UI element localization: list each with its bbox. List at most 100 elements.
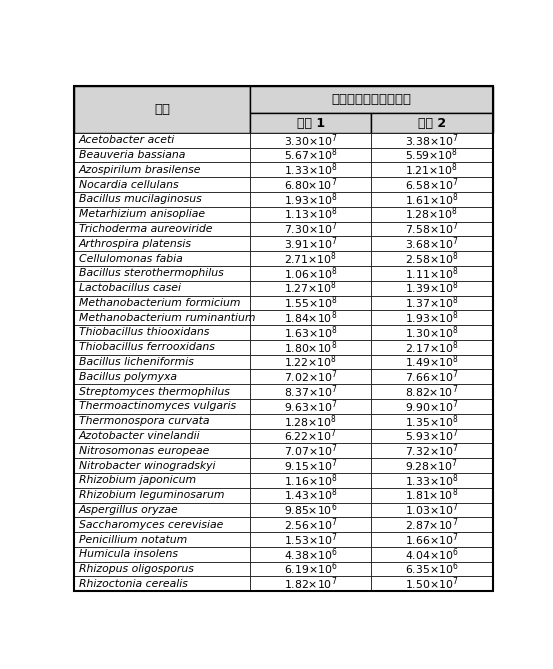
Text: $3.30 × 10^{7}$: $3.30 × 10^{7}$ xyxy=(284,132,337,149)
Text: $1.43 × 10^{8}$: $1.43 × 10^{8}$ xyxy=(284,487,337,504)
Text: Aspergillus oryzae: Aspergillus oryzae xyxy=(79,505,178,515)
Bar xyxy=(250,399,371,414)
Text: $1.93 × 10^{8}$: $1.93 × 10^{8}$ xyxy=(284,191,337,207)
Text: $1.93× 10^{8}$: $1.93× 10^{8}$ xyxy=(405,309,458,326)
Text: $1.22 × 10^{8}$: $1.22 × 10^{8}$ xyxy=(284,354,337,371)
Bar xyxy=(250,133,371,148)
Bar xyxy=(74,429,250,444)
Bar xyxy=(371,296,493,310)
Bar xyxy=(74,547,250,562)
Text: $6.19 × 10^{6}$: $6.19 × 10^{6}$ xyxy=(284,561,337,577)
Text: Bacillus mucilaginosus: Bacillus mucilaginosus xyxy=(79,195,201,204)
Bar xyxy=(371,221,493,236)
Bar xyxy=(371,562,493,577)
Bar xyxy=(74,236,250,251)
Bar xyxy=(74,296,250,310)
Bar xyxy=(74,444,250,458)
Text: Nitrosomonas europeae: Nitrosomonas europeae xyxy=(79,446,209,456)
Bar xyxy=(250,266,371,281)
Bar xyxy=(371,163,493,177)
Text: $1.80 × 10^{8}$: $1.80 × 10^{8}$ xyxy=(284,339,337,355)
Bar xyxy=(250,355,371,369)
Bar xyxy=(371,473,493,488)
Text: $1.35 × 10^{8}$: $1.35 × 10^{8}$ xyxy=(405,413,458,429)
Bar xyxy=(250,562,371,577)
Bar xyxy=(371,444,493,458)
Text: 批次 2: 批次 2 xyxy=(418,116,446,130)
Bar xyxy=(250,517,371,532)
Text: $1.06 × 10^{8}$: $1.06 × 10^{8}$ xyxy=(284,265,337,282)
Bar xyxy=(74,355,250,369)
Text: $6.80 × 10^{7}$: $6.80 × 10^{7}$ xyxy=(284,177,337,193)
Text: $9.28 × 10^{7}$: $9.28 × 10^{7}$ xyxy=(405,458,458,474)
Text: Trichoderma aureoviride: Trichoderma aureoviride xyxy=(79,224,212,234)
Bar xyxy=(250,488,371,502)
Bar xyxy=(250,113,371,133)
Bar xyxy=(250,414,371,429)
Bar xyxy=(371,532,493,547)
Text: Rhizobium japonicum: Rhizobium japonicum xyxy=(79,476,196,486)
Bar xyxy=(371,399,493,414)
Bar xyxy=(250,532,371,547)
Text: Rhizopus oligosporus: Rhizopus oligosporus xyxy=(79,564,194,574)
Text: Thiobacillus ferrooxidans: Thiobacillus ferrooxidans xyxy=(79,343,215,353)
Text: Streptomyces thermophilus: Streptomyces thermophilus xyxy=(79,387,229,397)
Bar xyxy=(371,458,493,473)
Text: Thermonospora curvata: Thermonospora curvata xyxy=(79,416,209,426)
Bar xyxy=(371,113,493,133)
Bar xyxy=(74,532,250,547)
Bar xyxy=(74,384,250,399)
Text: Cellulomonas fabia: Cellulomonas fabia xyxy=(79,254,182,264)
Text: $9.85 × 10^{6}$: $9.85 × 10^{6}$ xyxy=(284,502,337,518)
Bar xyxy=(371,310,493,325)
Text: Nocardia cellulans: Nocardia cellulans xyxy=(79,179,178,189)
Bar xyxy=(371,266,493,281)
Text: 菌种: 菌种 xyxy=(154,103,170,116)
Text: $1.82 × 10^{7}$: $1.82 × 10^{7}$ xyxy=(284,575,337,592)
Text: $7.30 × 10^{7}$: $7.30 × 10^{7}$ xyxy=(284,221,337,237)
Text: $7.32 × 10^{7}$: $7.32 × 10^{7}$ xyxy=(405,442,458,459)
Text: Beauveria bassiana: Beauveria bassiana xyxy=(79,150,185,160)
Bar xyxy=(74,488,250,502)
Text: $2.58 × 10^{8}$: $2.58 × 10^{8}$ xyxy=(405,250,458,267)
Text: $1.21 × 10^{8}$: $1.21 × 10^{8}$ xyxy=(405,161,458,178)
Text: Rhizobium leguminosarum: Rhizobium leguminosarum xyxy=(79,490,224,500)
Bar xyxy=(74,502,250,517)
Bar xyxy=(250,444,371,458)
Text: Saccharomyces cerevisiae: Saccharomyces cerevisiae xyxy=(79,520,223,530)
Text: Methanobacterium ruminantium: Methanobacterium ruminantium xyxy=(79,312,255,322)
Bar xyxy=(371,325,493,340)
Bar xyxy=(74,325,250,340)
Text: $7.66 × 10^{7}$: $7.66 × 10^{7}$ xyxy=(405,369,458,385)
Bar xyxy=(371,577,493,591)
Text: Rhizoctonia cerealis: Rhizoctonia cerealis xyxy=(79,579,187,589)
Text: Thiobacillus thiooxidans: Thiobacillus thiooxidans xyxy=(79,328,209,337)
Bar xyxy=(250,192,371,207)
Text: $1.28 × 10^{8}$: $1.28 × 10^{8}$ xyxy=(284,413,337,429)
Text: Nitrobacter winogradskyi: Nitrobacter winogradskyi xyxy=(79,460,215,470)
Bar xyxy=(250,310,371,325)
Text: $1.13 × 10^{8}$: $1.13 × 10^{8}$ xyxy=(284,206,337,223)
Bar xyxy=(250,148,371,163)
Bar xyxy=(371,207,493,221)
Bar xyxy=(250,221,371,236)
Bar xyxy=(371,414,493,429)
Text: $1.61 × 10^{8}$: $1.61 × 10^{8}$ xyxy=(405,191,458,207)
Text: Methanobacterium formicium: Methanobacterium formicium xyxy=(79,298,240,308)
Text: $4.38 × 10^{6}$: $4.38 × 10^{6}$ xyxy=(284,546,337,563)
Text: $6.35 × 10^{6}$: $6.35 × 10^{6}$ xyxy=(405,561,458,577)
Text: $6.58 × 10^{7}$: $6.58 × 10^{7}$ xyxy=(405,177,458,193)
Text: $1.63 × 10^{8}$: $1.63 × 10^{8}$ xyxy=(284,324,337,341)
Text: $7.58 × 10^{7}$: $7.58 × 10^{7}$ xyxy=(405,221,458,237)
Bar xyxy=(250,207,371,221)
Text: $2.56 × 10^{7}$: $2.56 × 10^{7}$ xyxy=(284,516,337,533)
Bar xyxy=(250,281,371,296)
Text: Acetobacter aceti: Acetobacter aceti xyxy=(79,135,175,145)
Text: $5.67 × 10^{8}$: $5.67 × 10^{8}$ xyxy=(284,147,337,163)
Text: $5.93 × 10^{7}$: $5.93 × 10^{7}$ xyxy=(405,427,458,444)
Bar xyxy=(371,429,493,444)
Text: $1.50 × 10^{7}$: $1.50 × 10^{7}$ xyxy=(405,575,458,592)
Bar xyxy=(74,399,250,414)
Bar xyxy=(74,340,250,355)
Bar xyxy=(74,517,250,532)
